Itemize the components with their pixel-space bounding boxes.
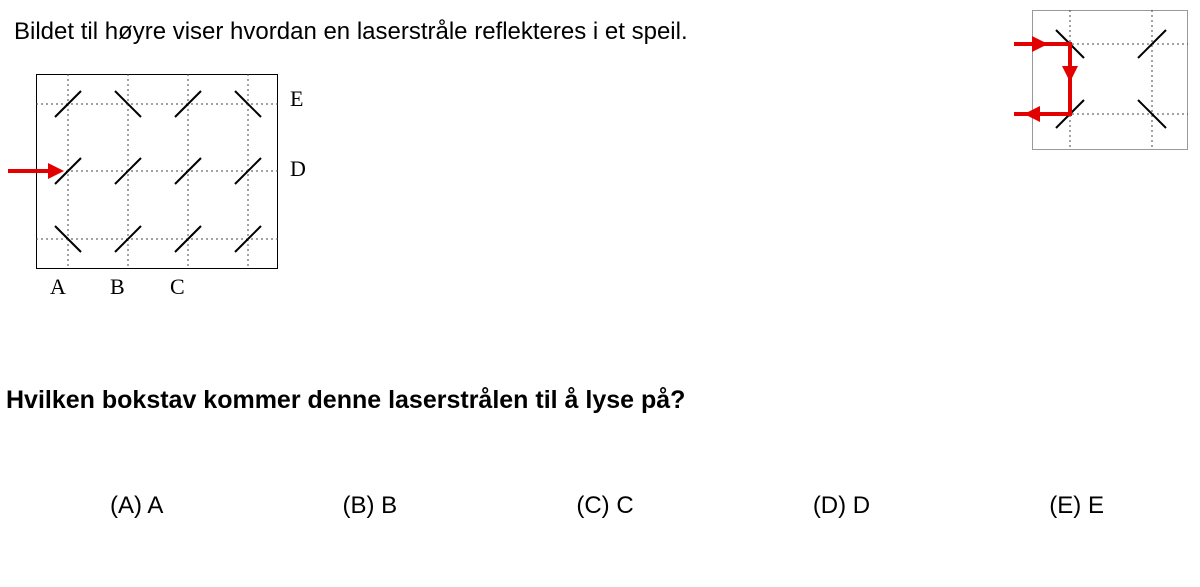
example-grid — [1018, 10, 1188, 150]
options-row: (A) A (B) B (C) C (D) D (E) E — [0, 492, 1200, 520]
example-svg — [1018, 10, 1200, 160]
puzzle-grid: E D A B C — [28, 74, 278, 269]
label-b: B — [110, 274, 125, 300]
option-c[interactable]: (C) C — [576, 492, 633, 520]
label-c: C — [170, 274, 185, 300]
option-a[interactable]: (A) A — [110, 492, 163, 520]
question-text: Hvilken bokstav kommer denne laserstråle… — [6, 386, 685, 415]
option-e[interactable]: (E) E — [1049, 492, 1104, 520]
intro-text: Bildet til høyre viser hvordan en lasers… — [14, 18, 688, 46]
label-a: A — [50, 274, 66, 300]
option-b[interactable]: (B) B — [343, 492, 398, 520]
label-d: D — [290, 156, 306, 182]
label-e: E — [290, 86, 303, 112]
grid-svg — [28, 74, 318, 304]
option-d[interactable]: (D) D — [813, 492, 870, 520]
